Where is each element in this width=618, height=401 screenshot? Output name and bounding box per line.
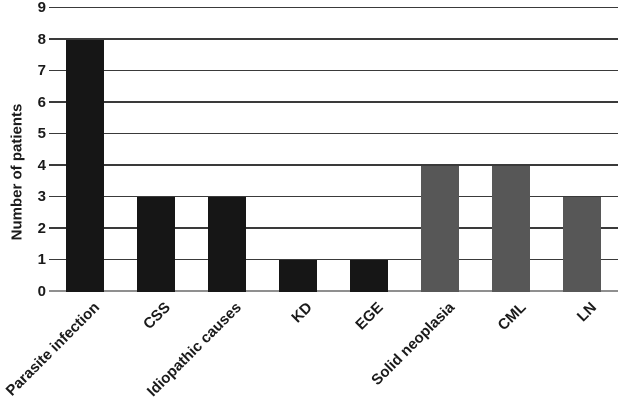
bars: [49, 8, 618, 292]
y-tick-label-9: 9: [37, 0, 46, 16]
gridline-5: [49, 132, 618, 135]
x-tick-label-ege: EGE: [352, 299, 388, 334]
y-tick-label-3: 3: [37, 188, 46, 206]
gridline-8: [49, 38, 618, 40]
bar-slot-idiopathic-causes: [191, 8, 262, 292]
y-tick-label-6: 6: [37, 93, 46, 111]
gridline-3: [49, 195, 618, 198]
bar-cml: [492, 165, 531, 292]
gridline-0: [49, 290, 618, 292]
bar-slot-kd: [262, 8, 333, 292]
bar-css: [136, 197, 175, 292]
gridline-7: [49, 69, 618, 72]
bar-slot-css: [120, 8, 191, 292]
y-tick-label-5: 5: [37, 125, 46, 143]
bar-solid-neoplasia: [421, 165, 460, 292]
gridline-1: [49, 258, 618, 261]
x-axis-labels: Parasite infection CSS Idiopathic causes KD…: [0, 292, 618, 401]
y-tick-label-4: 4: [37, 156, 46, 174]
x-tick-label-parasite-infection: Parasite infection: [2, 299, 103, 400]
gridline-4: [49, 164, 618, 166]
bar-slot-ln: [547, 8, 618, 292]
gridline-9: [49, 6, 618, 8]
bar-kd: [278, 260, 317, 292]
y-tick-label-8: 8: [37, 30, 46, 48]
bar-idiopathic-causes: [207, 197, 246, 292]
bar-slot-parasite-infection: [49, 8, 120, 292]
bar-ege: [350, 260, 389, 292]
y-tick-label-2: 2: [37, 219, 46, 237]
x-tick-label-kd: KD: [288, 299, 316, 327]
bar-slot-ege: [334, 8, 405, 292]
bar-ln: [563, 197, 602, 292]
y-tick-label-0: 0: [37, 283, 46, 300]
x-tick-label-ln: LN: [574, 299, 601, 326]
x-tick-label-css: CSS: [139, 299, 174, 333]
plot-area: [49, 6, 618, 292]
bar-slot-solid-neoplasia: [405, 8, 476, 292]
y-tick-label-7: 7: [37, 62, 46, 80]
gridline-2: [49, 227, 618, 229]
gridline-6: [49, 101, 618, 103]
x-tick-label-cml: CML: [494, 299, 530, 335]
bar-slot-cml: [476, 8, 547, 292]
bar-parasite-infection: [65, 39, 104, 292]
y-tick-label-1: 1: [37, 251, 46, 269]
